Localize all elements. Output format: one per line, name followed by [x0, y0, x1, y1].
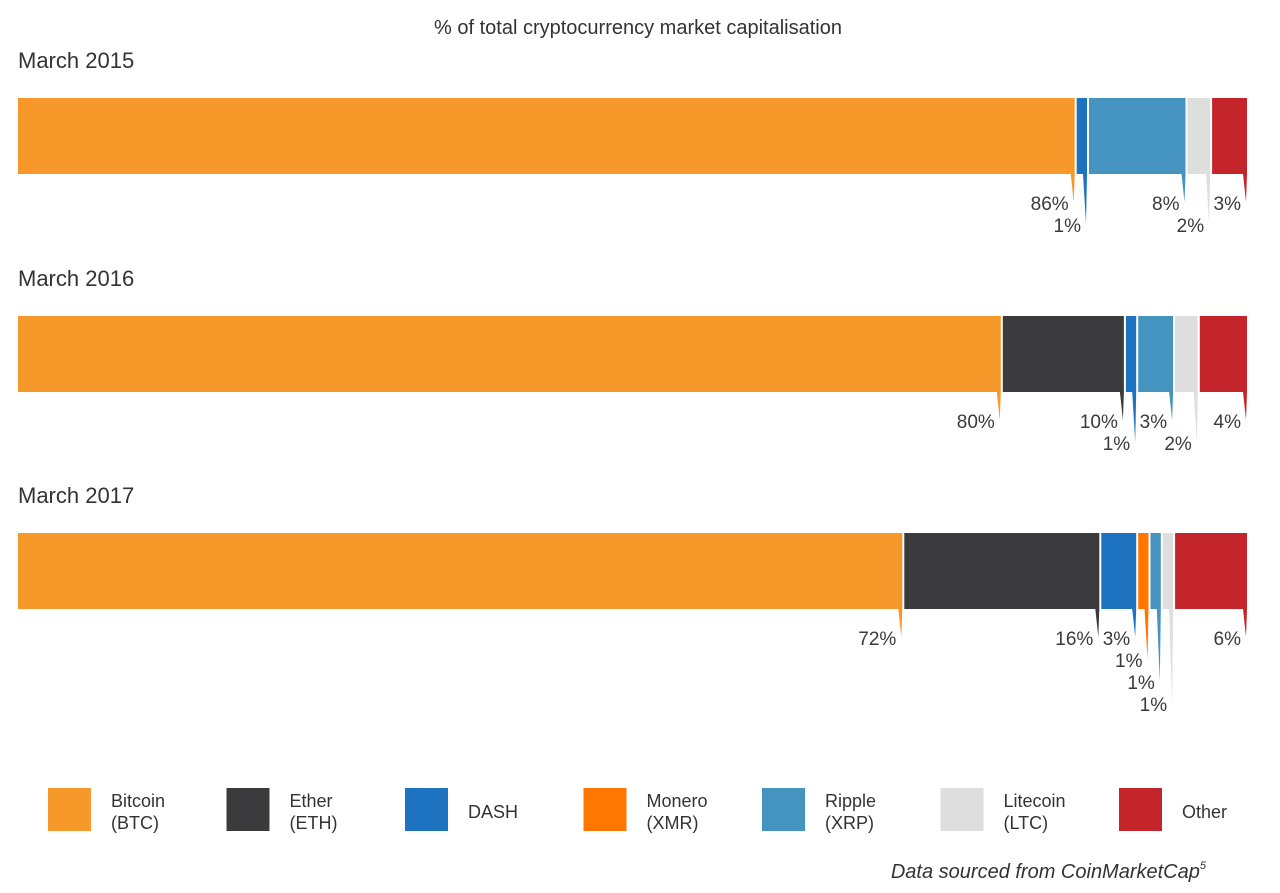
data-label-tail: [1095, 609, 1100, 637]
data-label-tail: [1132, 609, 1137, 637]
legend-label: Other: [1182, 802, 1227, 822]
data-label: 86%: [1031, 194, 1069, 215]
bar-segment: [1138, 533, 1149, 609]
legend-swatch: [226, 788, 270, 831]
bar-segment: [1187, 98, 1211, 174]
row-label: March 2016: [18, 266, 134, 291]
legend-swatch: [583, 788, 627, 831]
source-note-superscript: 5: [1200, 860, 1207, 872]
data-label: 1%: [1115, 651, 1143, 672]
legend-item: Litecoin(LTC): [940, 788, 1066, 833]
data-label: 2%: [1164, 434, 1192, 455]
data-label: 1%: [1103, 434, 1131, 455]
bar-segment: [1212, 98, 1247, 174]
bar-row: March 2015 86%1% 8%2% 3%: [18, 48, 1247, 237]
legend-item: Other: [1119, 788, 1227, 831]
legend-swatch: [1119, 788, 1162, 831]
legend-code: (BTC): [111, 813, 159, 833]
data-label-tail: [1243, 174, 1247, 202]
data-label: 80%: [957, 412, 995, 433]
legend-swatch: [48, 788, 91, 831]
source-note-text: Data sourced from CoinMarketCap: [891, 861, 1200, 883]
legend-item: Bitcoin(BTC): [48, 788, 165, 833]
legend-label: Monero: [647, 791, 708, 811]
data-label: 1%: [1054, 216, 1082, 237]
legend-swatch: [940, 788, 984, 831]
legend-swatch: [762, 788, 805, 831]
data-label-tail: [1119, 392, 1124, 420]
data-label: 8%: [1152, 194, 1180, 215]
bar-segment: [1199, 316, 1247, 392]
bar-segment: [904, 533, 1100, 609]
data-label-tail: [1181, 174, 1186, 202]
bar-segment: [1138, 316, 1174, 392]
data-label: 10%: [1080, 412, 1118, 433]
legend-label: Ether: [290, 791, 333, 811]
legend-item: Ripple(XRP): [762, 788, 876, 833]
data-label-tail: [996, 392, 1001, 420]
bar-row: March 2016 80% 10%1% 3%2% 4%: [18, 266, 1247, 455]
legend-item: DASH: [405, 788, 518, 831]
data-label: 2%: [1177, 216, 1205, 237]
data-label: 3%: [1214, 194, 1242, 215]
legend-code: (XRP): [825, 813, 874, 833]
data-label-tail: [1169, 392, 1174, 420]
legend-item: Monero(XMR): [583, 788, 708, 833]
bar-segment: [1162, 533, 1174, 609]
bar-segment: [18, 316, 1001, 392]
data-label: 1%: [1127, 673, 1155, 694]
bar-segment: [1101, 533, 1137, 609]
data-label: 3%: [1103, 629, 1131, 650]
chart-title: % of total cryptocurrency market capital…: [434, 17, 842, 39]
data-label-tail: [1156, 609, 1161, 681]
data-label-tail: [898, 609, 903, 637]
bar-segment: [1175, 316, 1198, 392]
data-label: 4%: [1214, 412, 1242, 433]
data-label-tail: [1144, 609, 1149, 659]
legend-label: Bitcoin: [111, 791, 165, 811]
data-label-tail: [1169, 609, 1174, 703]
data-label-tail: [1083, 174, 1087, 224]
legend-code: (LTC): [1004, 813, 1049, 833]
data-label: 16%: [1055, 629, 1093, 650]
legend: Bitcoin(BTC) Ether(ETH) DASH Monero(XMR) Rip…: [48, 788, 1227, 833]
data-label: 6%: [1214, 629, 1242, 650]
bar-segment: [1089, 98, 1186, 174]
bar-segment: [1150, 533, 1161, 609]
legend-code: (ETH): [290, 813, 338, 833]
bar-segment: [1076, 98, 1087, 174]
row-label: March 2015: [18, 48, 134, 73]
legend-label: DASH: [468, 802, 518, 822]
legend-swatch: [405, 788, 448, 831]
legend-label: Litecoin: [1004, 791, 1066, 811]
bar-segment: [1125, 316, 1137, 392]
legend-code: (XMR): [647, 813, 699, 833]
source-note: Data sourced from CoinMarketCap5: [891, 860, 1207, 883]
data-label-tail: [1243, 392, 1247, 420]
data-label-tail: [1070, 174, 1075, 202]
bar-segment: [1002, 316, 1124, 392]
legend-item: Ether(ETH): [226, 788, 338, 833]
data-label-tail: [1206, 174, 1211, 224]
data-label: 3%: [1140, 412, 1168, 433]
row-label: March 2017: [18, 483, 134, 508]
data-label: 1%: [1140, 695, 1168, 716]
bar-segment: [18, 98, 1075, 174]
data-label-tail: [1132, 392, 1137, 442]
data-label-tail: [1193, 392, 1198, 442]
bar-segment: [18, 533, 903, 609]
data-label: 72%: [858, 629, 896, 650]
bar-segment: [1175, 533, 1247, 609]
legend-label: Ripple: [825, 791, 876, 811]
data-label-tail: [1243, 609, 1247, 637]
